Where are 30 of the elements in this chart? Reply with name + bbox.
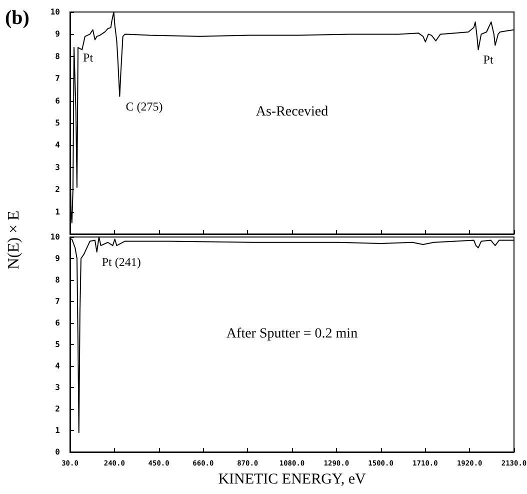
- y-tick-label: 2: [55, 404, 60, 414]
- y-tick-label: 10: [50, 8, 60, 16]
- y-tick-label: 8: [55, 52, 60, 61]
- y-tick-label: 1: [55, 207, 60, 216]
- annotation: After Sputter = 0.2 min: [226, 326, 358, 342]
- y-tick-label: 9: [55, 254, 60, 263]
- y-tick-label: 9: [55, 30, 60, 39]
- y-tick-label: 4: [55, 140, 60, 150]
- y-tick-label: 1: [55, 426, 60, 435]
- annotation: C (275): [126, 99, 163, 114]
- y-axis-title: N(E) × E: [6, 210, 22, 270]
- y-tick-label: 6: [55, 318, 60, 328]
- y-tick-label: 3: [55, 162, 60, 172]
- annotation: Pt: [483, 52, 494, 67]
- y-tick-label: 5: [55, 340, 60, 349]
- x-axis-title: KINETIC ENERGY, eV: [218, 472, 366, 488]
- y-tick-label: 5: [55, 118, 60, 128]
- y-tick-label: 6: [55, 96, 60, 106]
- y-tick-label: 8: [55, 276, 60, 284]
- annotation: As-Recevied: [256, 104, 328, 120]
- y-tick-label: 10: [50, 232, 60, 242]
- y-tick-label: 2: [55, 185, 60, 194]
- y-tick-label: 4: [55, 362, 60, 370]
- y-tick-label: 7: [55, 74, 60, 84]
- chart-title: (b): [5, 7, 30, 29]
- y-tick-label: 7: [55, 297, 60, 306]
- y-tick-label: 0: [55, 448, 60, 456]
- annotation: Pt: [83, 50, 94, 65]
- y-tick-label: 3: [55, 383, 60, 392]
- annotation: Pt (241): [102, 255, 141, 270]
